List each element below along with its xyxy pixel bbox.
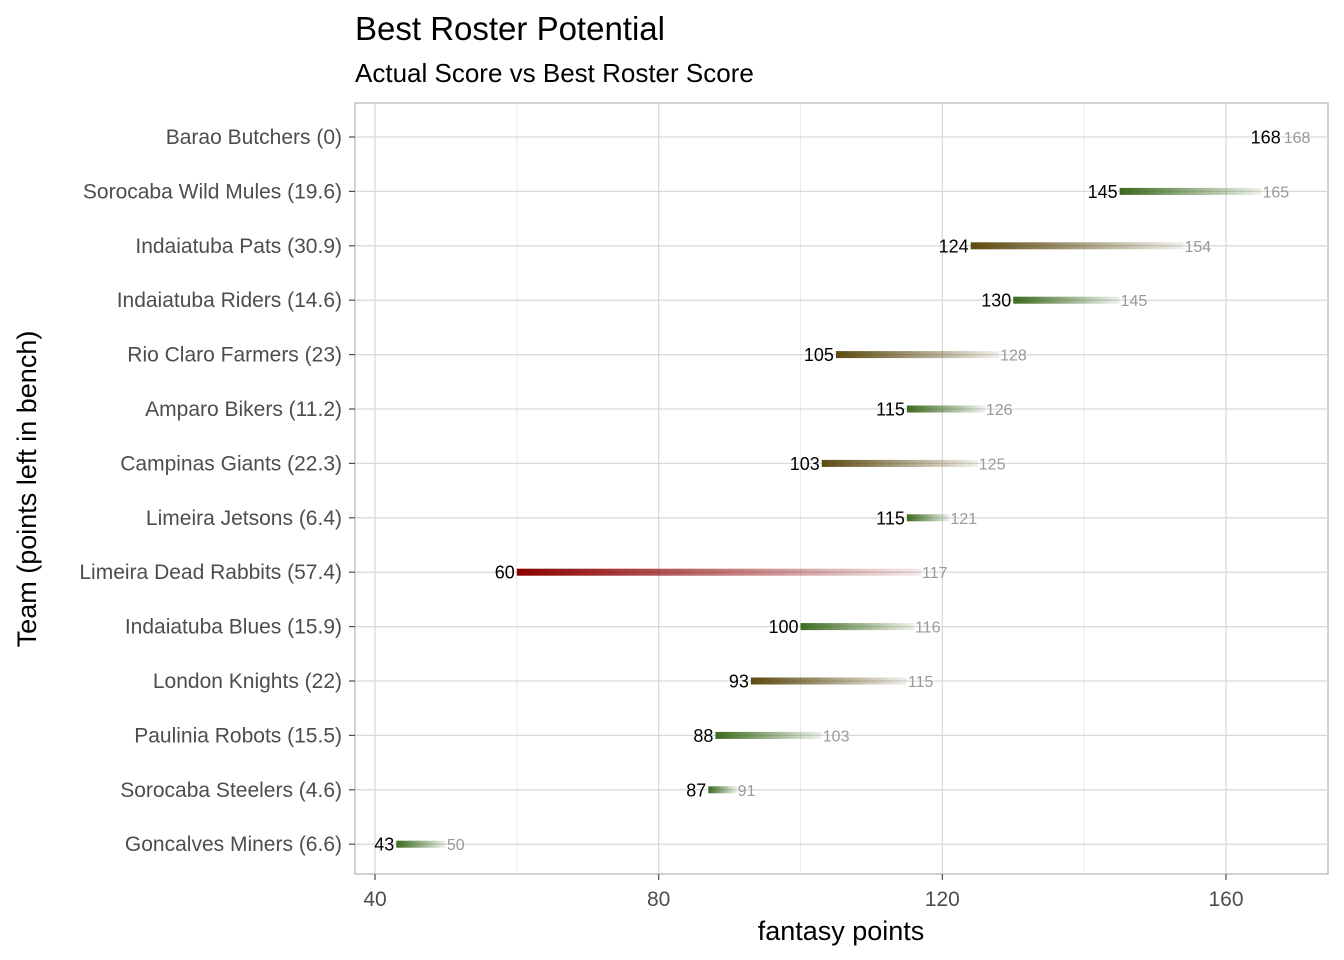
actual-score-label: 145 bbox=[1088, 182, 1118, 202]
actual-score-label: 124 bbox=[939, 236, 969, 256]
actual-score-label: 103 bbox=[790, 454, 820, 474]
x-tick-label: 80 bbox=[647, 888, 670, 911]
actual-score-label: 105 bbox=[804, 345, 834, 365]
score-segment bbox=[800, 623, 914, 631]
x-axis-title: fantasy points bbox=[758, 916, 925, 946]
y-axis-ticks: Barao Butchers (0) Sorocaba Wild Mules (1… bbox=[79, 126, 355, 856]
score-segment bbox=[970, 242, 1184, 250]
y-tick-label: Indaiatuba Riders (14.6) bbox=[117, 289, 342, 312]
y-tick-label: Paulinia Robots (15.5) bbox=[134, 724, 342, 747]
dumbbell-segments bbox=[396, 187, 1262, 848]
y-tick-label: Limeira Jetsons (6.4) bbox=[146, 507, 342, 530]
y-tick-label: Amparo Bikers (11.2) bbox=[145, 398, 342, 421]
best-score-label: 121 bbox=[950, 511, 977, 528]
actual-score-label: 43 bbox=[374, 835, 394, 855]
x-tick-label: 160 bbox=[1208, 888, 1243, 911]
data-labels: 168 168 145 165 124 154 130 145 105 128 115 126 103 1… bbox=[374, 128, 1310, 855]
y-tick-label: Limeira Dead Rabbits (57.4) bbox=[79, 561, 342, 584]
score-segment bbox=[750, 677, 907, 685]
actual-score-label: 87 bbox=[686, 780, 706, 800]
actual-score-label: 100 bbox=[768, 617, 798, 637]
best-score-label: 117 bbox=[922, 565, 948, 582]
score-segment bbox=[906, 405, 985, 413]
actual-score-label: 130 bbox=[981, 291, 1011, 311]
plot-panel bbox=[354, 102, 1329, 875]
y-tick-label: Sorocaba Wild Mules (19.6) bbox=[83, 180, 342, 203]
actual-score-label: 60 bbox=[495, 563, 515, 583]
actual-score-label: 93 bbox=[729, 672, 749, 692]
y-tick-label: Campinas Giants (22.3) bbox=[120, 452, 342, 475]
x-axis-ticks: 40 80 120 160 bbox=[363, 874, 1244, 911]
score-segment bbox=[821, 459, 978, 467]
y-tick-label: Indaiatuba Pats (30.9) bbox=[135, 235, 342, 258]
score-segment bbox=[835, 351, 1000, 359]
best-score-label: 128 bbox=[1000, 348, 1027, 365]
best-score-label: 103 bbox=[823, 728, 850, 745]
score-segment bbox=[396, 840, 446, 848]
y-tick-label: Barao Butchers (0) bbox=[166, 126, 342, 149]
chart-subtitle: Actual Score vs Best Roster Score bbox=[355, 58, 754, 88]
actual-score-label: 88 bbox=[693, 726, 713, 746]
x-tick-label: 40 bbox=[363, 888, 386, 911]
best-score-label: 116 bbox=[915, 620, 941, 637]
best-score-label: 91 bbox=[738, 783, 756, 800]
best-score-label: 126 bbox=[986, 402, 1013, 419]
y-tick-label: Goncalves Miners (6.6) bbox=[125, 833, 342, 856]
score-segment bbox=[708, 786, 737, 794]
y-tick-label: Rio Claro Farmers (23) bbox=[127, 344, 342, 367]
score-segment bbox=[1119, 187, 1262, 195]
best-score-label: 145 bbox=[1121, 293, 1148, 310]
best-score-label: 165 bbox=[1262, 184, 1289, 201]
score-segment bbox=[516, 568, 922, 576]
y-tick-label: Sorocaba Steelers (4.6) bbox=[120, 779, 342, 802]
actual-score-label: 115 bbox=[876, 400, 905, 420]
best-score-label: 125 bbox=[979, 456, 1006, 473]
best-score-label: 168 bbox=[1284, 130, 1311, 147]
actual-score-label: 115 bbox=[876, 508, 905, 528]
score-segment bbox=[1013, 296, 1120, 304]
score-segment bbox=[906, 514, 950, 522]
best-score-label: 115 bbox=[908, 674, 934, 691]
best-score-label: 50 bbox=[447, 837, 465, 854]
y-tick-label: Indaiatuba Blues (15.9) bbox=[125, 616, 342, 639]
best-score-label: 154 bbox=[1184, 239, 1211, 256]
y-tick-label: London Knights (22) bbox=[153, 670, 342, 693]
y-axis-title: Team (points left in bench) bbox=[12, 331, 42, 648]
chart-title: Best Roster Potential bbox=[355, 10, 665, 47]
score-segment bbox=[715, 731, 822, 739]
x-tick-label: 120 bbox=[925, 888, 960, 911]
actual-score-label: 168 bbox=[1251, 128, 1281, 148]
